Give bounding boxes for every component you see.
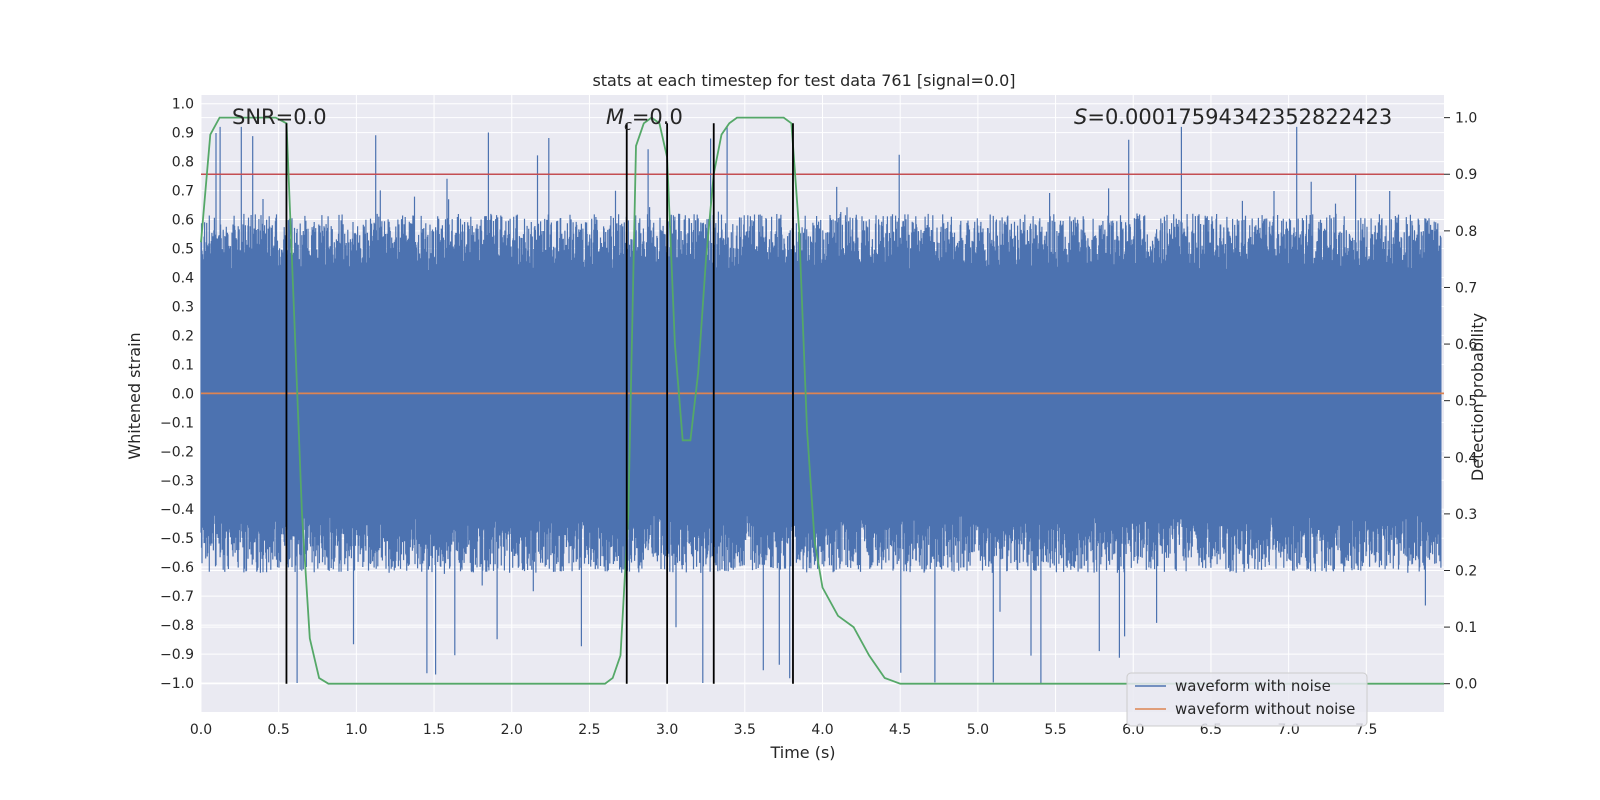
x-tick-label: 5.5 (1044, 722, 1066, 738)
snr-annotation: SNR=0.0 (232, 105, 327, 129)
y2-tick-label: 0.2 (1455, 563, 1477, 579)
y-tick-label: −0.3 (160, 473, 194, 489)
y-tick-label: 1.0 (172, 97, 194, 113)
y-tick-label: 0.4 (172, 270, 194, 286)
y-tick-label: −0.7 (160, 589, 194, 605)
x-axis-label: Time (s) (769, 743, 835, 762)
s-statistic-annotation: S=0.00017594342352822423 (1074, 105, 1392, 129)
y2-tick-label: 0.1 (1455, 620, 1477, 636)
detection-probability-line (200, 116, 1444, 685)
legend-label-noise: waveform with noise (1175, 677, 1331, 695)
x-tick-label: 2.0 (501, 722, 523, 738)
y-tick-label: −1.0 (160, 676, 194, 692)
legend-label-clean: waveform without noise (1175, 700, 1355, 718)
x-tick-label: 5.0 (967, 722, 989, 738)
y2-tick-label: 0.5 (1455, 394, 1477, 410)
x-tick-label: 3.5 (734, 722, 756, 738)
y2-tick-label: 0.0 (1455, 677, 1477, 693)
x-tick-label: 1.5 (423, 722, 445, 738)
x-tick-label: 4.5 (889, 722, 911, 738)
y-tick-label: 0.0 (172, 386, 194, 402)
y2-tick-label: 0.3 (1455, 507, 1477, 523)
y-tick-label: −0.9 (160, 647, 194, 663)
y-tick-label: 0.2 (172, 328, 194, 344)
y2-axis-label: Detection probability (1468, 313, 1487, 481)
y-tick-label: −0.2 (160, 444, 194, 460)
waveform-with-noise-line (200, 126, 1442, 683)
y-tick-label: 0.1 (172, 357, 194, 373)
x-tick-label: 1.0 (345, 722, 367, 738)
y-tick-label: −0.5 (160, 531, 194, 547)
y-axis-label: Whitened strain (125, 332, 144, 459)
plot-area: 0.0 0.5 1.0 1.5 2.0 2.5 3.0 3.5 4.0 4.5 5.0 5.5 6.0 6… (160, 95, 1477, 738)
x-tick-label: 2.5 (578, 722, 600, 738)
y2-tick-label: 0.6 (1455, 337, 1477, 353)
legend: waveform with noise waveform without noi… (1126, 672, 1368, 727)
x-tick-label: 3.0 (656, 722, 678, 738)
x-tick-label: 0.5 (268, 722, 290, 738)
y-tick-label: −0.4 (160, 502, 194, 518)
y2-tick-label: 0.9 (1455, 167, 1477, 183)
y-tick-label: 0.5 (172, 242, 194, 258)
y-tick-label: −0.8 (160, 618, 194, 634)
y2-tick-label: 0.8 (1455, 224, 1477, 240)
y2-tick-label: 0.7 (1455, 280, 1477, 296)
chart-title: stats at each timestep for test data 761… (592, 71, 1015, 90)
y-tick-label: 0.3 (172, 299, 194, 315)
y-tick-label: 0.8 (172, 155, 194, 171)
y-tick-label: −0.1 (160, 415, 194, 431)
y-tick-label: −0.6 (160, 560, 194, 576)
x-tick-label: 4.0 (811, 722, 833, 738)
y2-tick-label: 0.4 (1455, 450, 1477, 466)
x-tick-label: 0.0 (190, 722, 212, 738)
y-tick-label: 0.7 (172, 184, 194, 200)
y-tick-label: 0.6 (172, 213, 194, 229)
y-tick-label: 0.9 (172, 126, 194, 142)
y2-tick-label: 1.0 (1455, 111, 1477, 127)
chirp-mass-annotation: Mc=0.0 (606, 105, 683, 134)
legend-box (1126, 672, 1368, 727)
